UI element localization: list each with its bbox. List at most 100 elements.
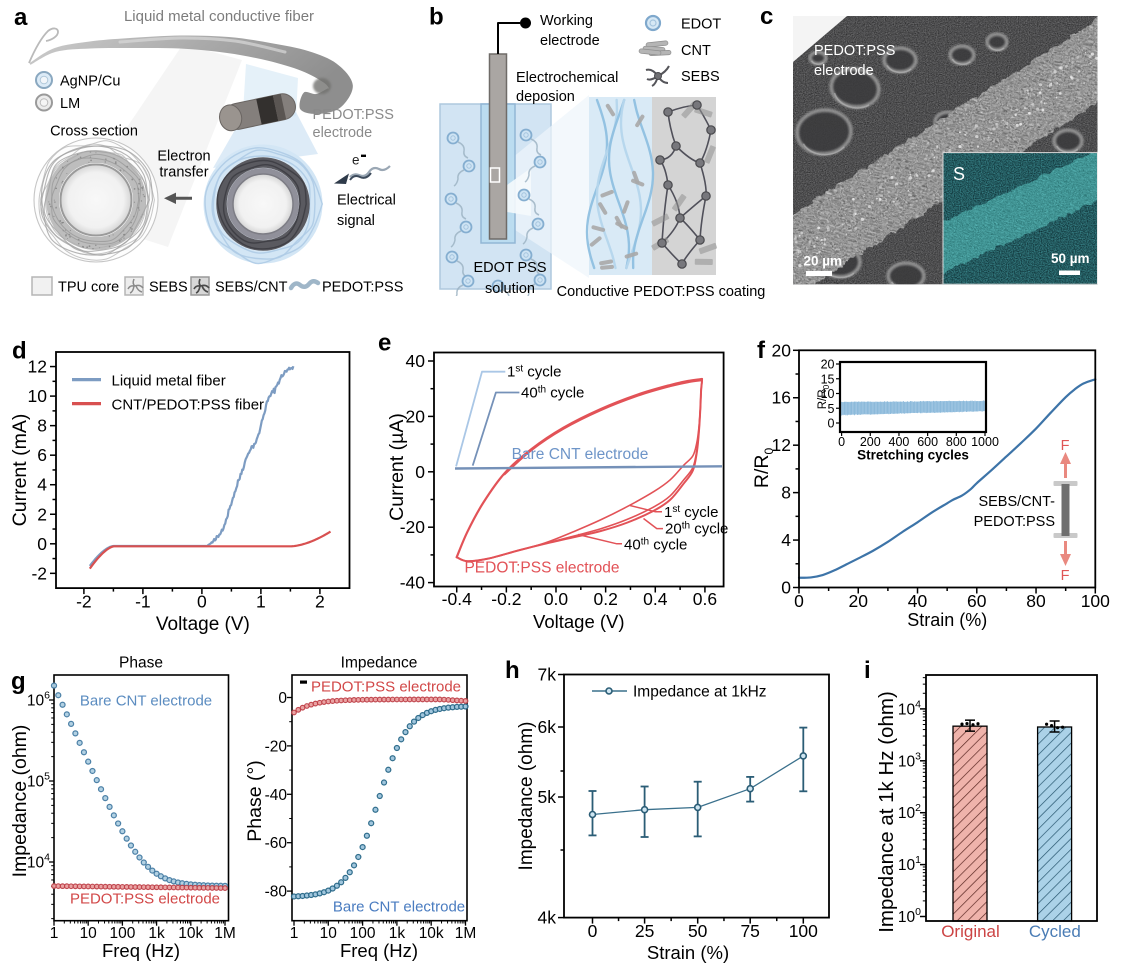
svg-text:10: 10 [821, 387, 835, 401]
svg-text:Cycled: Cycled [1029, 922, 1081, 941]
svg-text:transfer: transfer [159, 165, 208, 181]
svg-text:20: 20 [406, 406, 426, 426]
svg-text:EDOT PSS: EDOT PSS [473, 260, 546, 276]
svg-text:Strain (%): Strain (%) [647, 942, 729, 963]
svg-text:0.2: 0.2 [593, 589, 617, 609]
svg-text:1st cycle: 1st cycle [664, 504, 718, 521]
svg-text:0: 0 [838, 435, 845, 449]
svg-text:PEDOT:PSS: PEDOT:PSS [313, 107, 394, 123]
svg-text:Electron: Electron [157, 149, 210, 165]
svg-text:Voltage (V): Voltage (V) [533, 611, 625, 632]
svg-text:1M: 1M [214, 925, 236, 942]
svg-text:0.4: 0.4 [643, 589, 668, 609]
svg-text:Strain (%): Strain (%) [907, 610, 987, 630]
svg-text:0: 0 [415, 462, 425, 482]
svg-text:S: S [953, 164, 965, 184]
svg-text:8: 8 [781, 483, 791, 503]
svg-text:800: 800 [946, 435, 967, 449]
svg-text:e: e [378, 330, 391, 357]
svg-text:400: 400 [889, 435, 910, 449]
svg-text:20: 20 [772, 340, 792, 360]
svg-text:25: 25 [635, 921, 654, 941]
svg-text:10: 10 [80, 925, 98, 942]
svg-text:CNT: CNT [681, 43, 711, 59]
svg-text:electrode: electrode [814, 63, 874, 79]
svg-text:-40: -40 [265, 787, 288, 804]
svg-text:0.0: 0.0 [544, 589, 569, 609]
svg-text:R/R0: R/R0 [817, 384, 831, 409]
svg-text:-60: -60 [265, 835, 288, 852]
svg-text:4: 4 [37, 475, 47, 495]
svg-text:600: 600 [917, 435, 938, 449]
svg-text:5: 5 [828, 402, 835, 416]
svg-text:1000: 1000 [971, 435, 999, 449]
svg-text:Phase: Phase [119, 655, 163, 672]
svg-text:106: 106 [27, 690, 50, 710]
svg-text:50: 50 [688, 921, 708, 941]
svg-text:deposion: deposion [516, 89, 575, 105]
svg-text:0.6: 0.6 [693, 589, 717, 609]
svg-text:1: 1 [50, 925, 59, 942]
svg-text:6: 6 [37, 445, 47, 465]
svg-text:e: e [352, 153, 360, 168]
svg-text:electrode: electrode [540, 33, 600, 49]
svg-text:R/R0: R/R0 [751, 448, 776, 489]
svg-text:Electrochemical: Electrochemical [516, 70, 618, 86]
svg-text:12: 12 [28, 357, 47, 377]
svg-text:-80: -80 [265, 884, 288, 901]
svg-text:PEDOT:PSS: PEDOT:PSS [974, 514, 1055, 530]
svg-text:100: 100 [1081, 591, 1110, 611]
svg-text:EDOT: EDOT [681, 17, 721, 33]
svg-text:Voltage (V): Voltage (V) [156, 614, 250, 635]
svg-text:0: 0 [794, 591, 804, 611]
svg-text:Freq (Hz): Freq (Hz) [340, 940, 418, 961]
svg-text:Current (mA): Current (mA) [9, 414, 31, 527]
svg-text:AgNP/Cu: AgNP/Cu [60, 74, 120, 90]
svg-text:100: 100 [898, 906, 921, 926]
svg-text:15: 15 [821, 372, 835, 386]
svg-text:101: 101 [898, 854, 921, 874]
svg-text:-0.4: -0.4 [442, 589, 472, 609]
svg-text:Phase (°): Phase (°) [244, 760, 266, 842]
svg-text:0: 0 [588, 921, 598, 941]
svg-text:-2: -2 [76, 592, 92, 612]
svg-text:Conductive PEDOT:PSS coating: Conductive PEDOT:PSS coating [557, 284, 766, 300]
svg-text:0: 0 [278, 690, 287, 707]
svg-text:-2: -2 [31, 563, 47, 583]
svg-text:electrode: electrode [313, 125, 373, 141]
svg-text:40: 40 [406, 351, 426, 371]
svg-text:Cross section: Cross section [50, 124, 138, 140]
svg-text:100: 100 [350, 925, 376, 942]
svg-text:a: a [14, 4, 28, 31]
svg-text:SEBS: SEBS [681, 69, 720, 85]
svg-text:-0.2: -0.2 [491, 589, 521, 609]
svg-text:1: 1 [256, 592, 266, 612]
svg-text:4: 4 [781, 530, 791, 550]
svg-text:CNT/PEDOT:PSS fiber: CNT/PEDOT:PSS fiber [112, 397, 265, 414]
svg-text:4k: 4k [538, 908, 557, 928]
svg-text:10: 10 [28, 386, 48, 406]
svg-text:8: 8 [37, 416, 47, 436]
svg-text:20 µm: 20 µm [804, 254, 843, 269]
svg-text:1k: 1k [389, 925, 406, 942]
svg-text:0: 0 [197, 592, 207, 612]
svg-text:LM: LM [60, 96, 80, 112]
svg-text:1: 1 [290, 925, 299, 942]
svg-text:Liquid metal fiber: Liquid metal fiber [112, 373, 226, 390]
svg-text:PEDOT:PSS: PEDOT:PSS [322, 280, 403, 296]
svg-text:-20: -20 [265, 738, 288, 755]
svg-text:Bare CNT electrode: Bare CNT electrode [80, 693, 212, 710]
svg-text:20: 20 [849, 591, 869, 611]
svg-text:PEDOT:PSS electrode: PEDOT:PSS electrode [311, 679, 461, 696]
svg-text:d: d [12, 338, 27, 365]
svg-text:12: 12 [772, 435, 791, 455]
svg-text:signal: signal [337, 213, 375, 229]
svg-text:SEBS/CNT: SEBS/CNT [215, 280, 288, 296]
svg-text:102: 102 [898, 802, 921, 822]
svg-text:Stretching cycles: Stretching cycles [857, 448, 969, 463]
svg-text:f: f [757, 337, 766, 364]
svg-text:40th cycle: 40th cycle [624, 537, 687, 554]
svg-text:16: 16 [772, 388, 791, 408]
svg-text:Freq (Hz): Freq (Hz) [102, 940, 180, 961]
svg-text:Impedance at 1k Hz (ohm): Impedance at 1k Hz (ohm) [875, 691, 898, 933]
